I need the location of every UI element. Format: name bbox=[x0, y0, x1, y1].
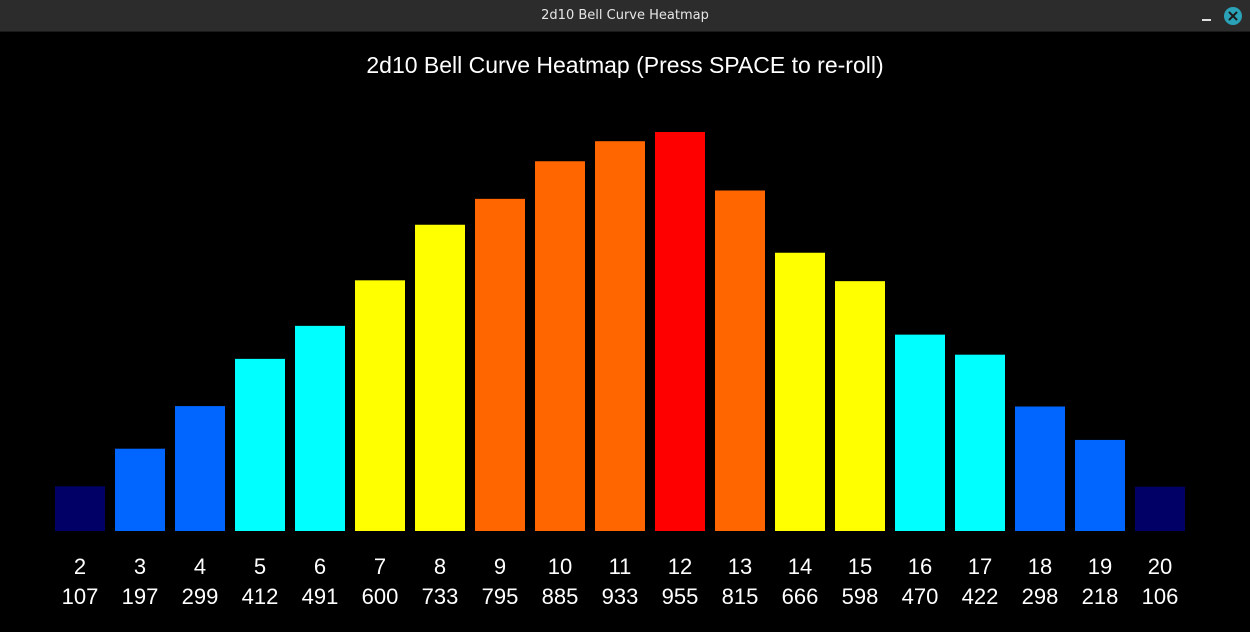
minimize-button[interactable] bbox=[1198, 7, 1216, 25]
x-tick-label: 20 bbox=[1148, 554, 1172, 579]
count-label: 412 bbox=[242, 584, 279, 609]
x-tick-label: 17 bbox=[968, 554, 992, 579]
bar-5 bbox=[235, 358, 285, 531]
bar-17 bbox=[955, 354, 1005, 531]
bar-6 bbox=[295, 325, 345, 531]
x-tick-label: 3 bbox=[134, 554, 146, 579]
count-label: 795 bbox=[482, 584, 519, 609]
count-label: 491 bbox=[302, 584, 339, 609]
bar-14 bbox=[775, 252, 825, 531]
close-icon bbox=[1228, 11, 1238, 21]
count-label: 815 bbox=[722, 584, 759, 609]
close-button[interactable] bbox=[1224, 7, 1242, 25]
chart-title: 2d10 Bell Curve Heatmap (Press SPACE to … bbox=[366, 52, 884, 78]
x-tick-label: 6 bbox=[314, 554, 326, 579]
x-tick-label: 11 bbox=[609, 554, 632, 579]
count-label: 107 bbox=[62, 584, 99, 609]
count-label: 885 bbox=[542, 584, 579, 609]
count-label: 955 bbox=[662, 584, 699, 609]
x-tick-label: 18 bbox=[1028, 554, 1052, 579]
count-label: 733 bbox=[422, 584, 459, 609]
x-tick-label: 13 bbox=[728, 554, 752, 579]
x-tick-label: 9 bbox=[494, 554, 506, 579]
bar-7 bbox=[355, 280, 405, 531]
count-label: 598 bbox=[842, 584, 879, 609]
count-label: 600 bbox=[362, 584, 399, 609]
title-bar[interactable]: 2d10 Bell Curve Heatmap bbox=[0, 0, 1250, 32]
x-tick-label: 12 bbox=[668, 554, 692, 579]
x-tick-label: 5 bbox=[254, 554, 266, 579]
bar-2 bbox=[55, 486, 105, 531]
bar-3 bbox=[115, 448, 165, 531]
count-label: 933 bbox=[602, 584, 639, 609]
count-label: 106 bbox=[1142, 584, 1179, 609]
bar-13 bbox=[715, 190, 765, 532]
bar-9 bbox=[475, 198, 525, 531]
x-tick-label: 16 bbox=[908, 554, 932, 579]
count-label: 197 bbox=[122, 584, 159, 609]
window-title: 2d10 Bell Curve Heatmap bbox=[541, 8, 709, 23]
count-label: 470 bbox=[902, 584, 939, 609]
bar-11 bbox=[595, 141, 645, 531]
bar-15 bbox=[835, 281, 885, 531]
count-label: 666 bbox=[782, 584, 819, 609]
x-tick-label: 7 bbox=[374, 554, 386, 579]
bar-12 bbox=[655, 132, 705, 531]
x-tick-label: 10 bbox=[548, 554, 572, 579]
bar-4 bbox=[175, 406, 225, 531]
count-label: 298 bbox=[1022, 584, 1059, 609]
bar-19 bbox=[1075, 439, 1125, 531]
count-label: 422 bbox=[962, 584, 999, 609]
bar-10 bbox=[535, 161, 585, 531]
bar-20 bbox=[1135, 486, 1185, 531]
x-tick-label: 15 bbox=[848, 554, 872, 579]
bar-18 bbox=[1015, 406, 1065, 531]
x-tick-label: 19 bbox=[1088, 554, 1112, 579]
count-label: 218 bbox=[1082, 584, 1119, 609]
x-tick-label: 4 bbox=[194, 554, 206, 579]
bar-16 bbox=[895, 334, 945, 531]
x-tick-label: 2 bbox=[74, 554, 86, 579]
x-tick-label: 14 bbox=[788, 554, 812, 579]
bar-8 bbox=[415, 224, 465, 531]
x-tick-label: 8 bbox=[434, 554, 446, 579]
count-label: 299 bbox=[182, 584, 219, 609]
